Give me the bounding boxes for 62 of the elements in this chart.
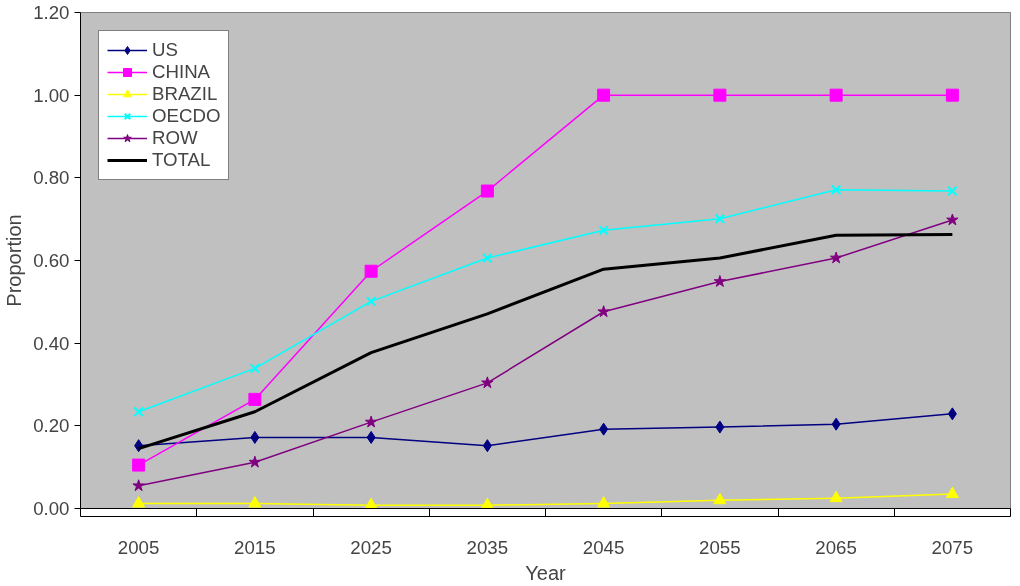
point (713, 275, 727, 287)
x-tick-label: 2055 (699, 536, 741, 558)
point (599, 422, 609, 436)
x-tick-label: 2005 (117, 536, 160, 558)
point (132, 479, 145, 492)
point (597, 88, 611, 102)
point (597, 496, 611, 508)
point (364, 415, 378, 428)
point (250, 430, 260, 444)
x-tick-label: 2065 (815, 536, 857, 558)
point (482, 439, 492, 453)
point (480, 184, 494, 198)
point (714, 213, 726, 224)
y-axis-title: Proportion (3, 214, 26, 307)
legend-label: TOTAL (152, 149, 211, 171)
point (248, 455, 262, 468)
x-tick-label: 2075 (931, 536, 974, 558)
point (831, 417, 841, 431)
point (945, 486, 959, 498)
x-tick-label: 2035 (466, 536, 509, 558)
point (365, 296, 377, 307)
point (597, 305, 610, 318)
y-tick-label: 0.00 (33, 498, 70, 519)
point (482, 252, 493, 264)
point (829, 490, 843, 503)
point (713, 492, 727, 505)
x-axis-title: Year (525, 561, 567, 584)
point (947, 185, 958, 197)
point (480, 497, 494, 509)
point (481, 376, 494, 389)
legend-label: ROW (152, 127, 198, 149)
point (713, 88, 727, 102)
point (598, 225, 609, 236)
x-tick-label: 2015 (234, 536, 276, 558)
point (132, 496, 146, 508)
point (248, 392, 262, 406)
point (248, 496, 262, 508)
y-tick-label: 1.20 (33, 2, 70, 23)
point (249, 363, 261, 374)
point (364, 497, 378, 509)
x-tick-label: 2025 (350, 536, 392, 558)
point (132, 458, 146, 472)
y-tick-label: 0.40 (33, 332, 70, 354)
point (946, 213, 959, 226)
x-tick-label: 2045 (582, 536, 625, 558)
point (133, 406, 144, 418)
point (947, 407, 957, 421)
legend-label: OECDO (152, 105, 221, 127)
point (715, 420, 725, 434)
point (829, 251, 843, 264)
point (829, 88, 843, 102)
legend-label: US (152, 39, 178, 61)
y-tick-label: 0.20 (33, 415, 70, 437)
legend-label: BRAZIL (152, 83, 218, 105)
y-tick-label: 0.80 (33, 167, 70, 189)
point (364, 264, 378, 278)
y-tick-label: 1.00 (33, 84, 70, 106)
y-tick-label: 0.60 (33, 250, 70, 271)
legend-label: CHINA (152, 61, 211, 83)
point (830, 184, 842, 196)
point (366, 430, 376, 444)
point (945, 88, 959, 102)
